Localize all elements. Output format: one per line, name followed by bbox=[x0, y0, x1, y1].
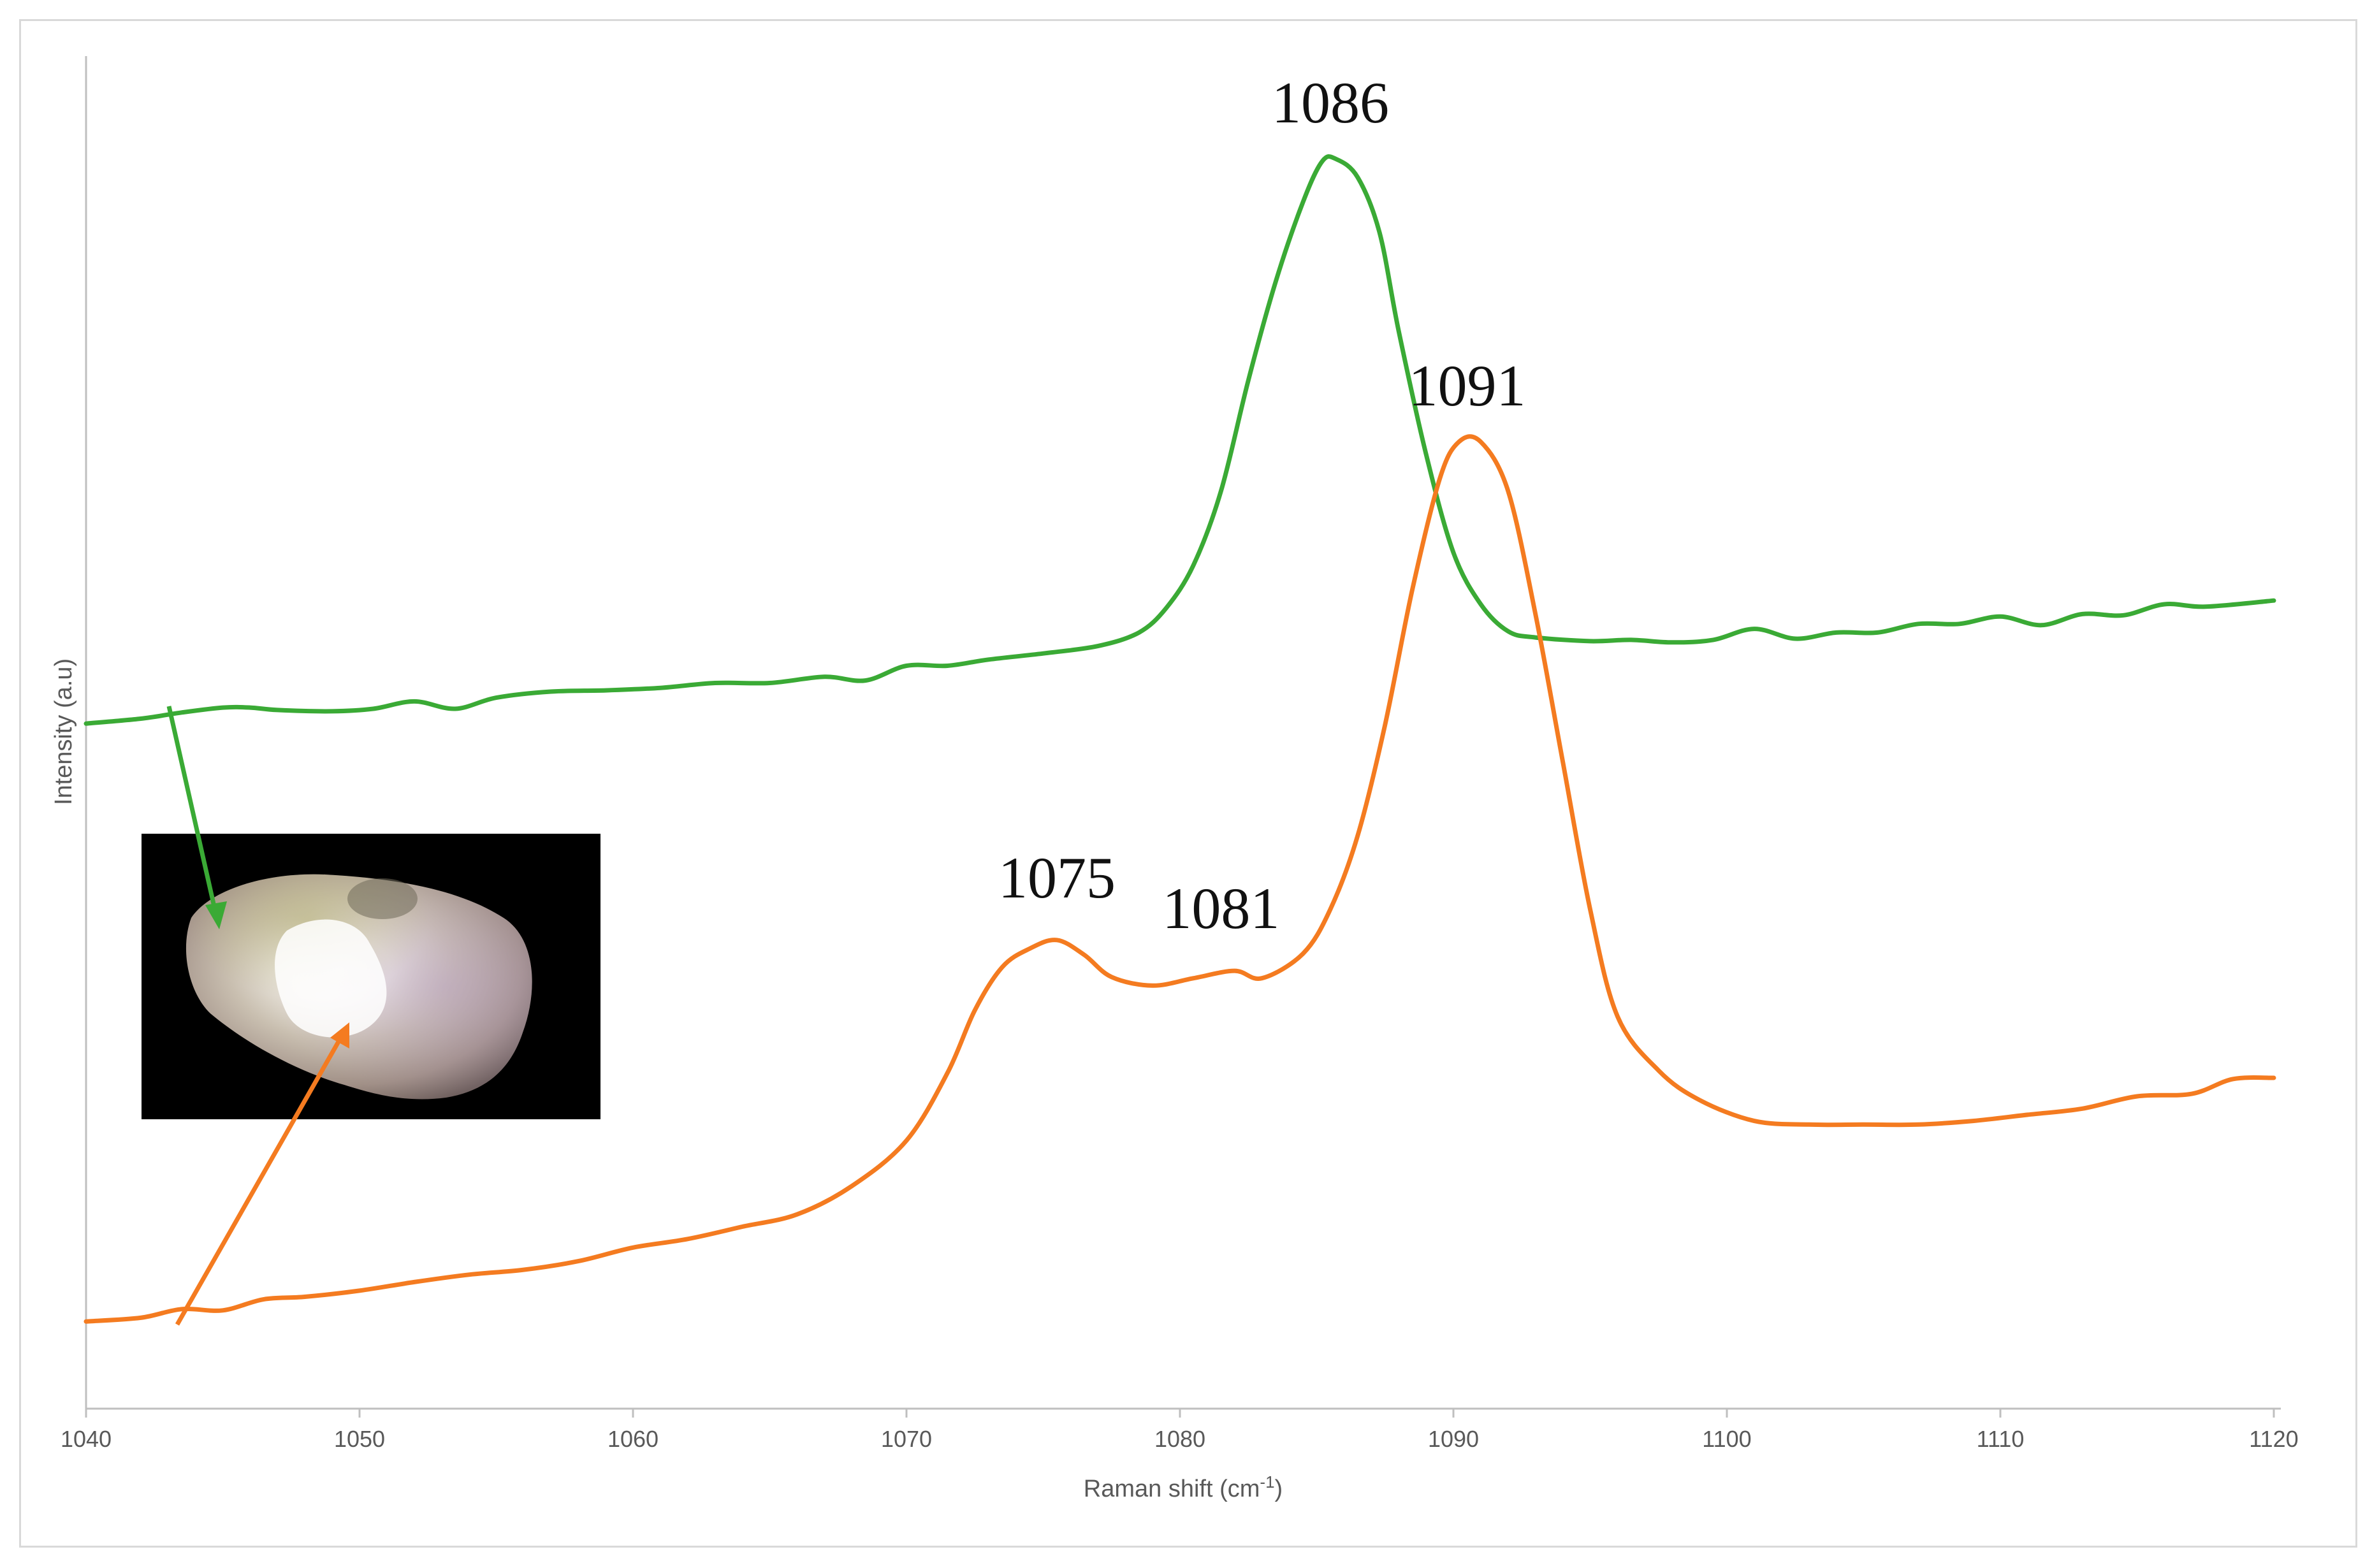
peak-annotations: 1086 1091 1075 1081 bbox=[998, 70, 1526, 941]
pearl-highlight bbox=[275, 919, 387, 1038]
x-tick-label: 1040 bbox=[61, 1426, 112, 1452]
x-tick-label: 1070 bbox=[881, 1426, 932, 1452]
orange-spectrum-line bbox=[84, 434, 2276, 1324]
peak-label-1091: 1091 bbox=[1408, 353, 1525, 418]
peak-label-1086: 1086 bbox=[1272, 70, 1389, 135]
green-spectrum-line bbox=[84, 154, 2276, 726]
peak-label-1075: 1075 bbox=[998, 845, 1116, 910]
x-tick-label: 1050 bbox=[334, 1426, 385, 1452]
pearl-photo-inset bbox=[142, 706, 600, 1326]
axes-group: 1040 1050 1060 1070 1080 1090 1100 1110 1120 bbox=[61, 56, 2299, 1452]
x-ticks bbox=[85, 1409, 2275, 1418]
x-tick-labels: 1040 1050 1060 1070 1080 1090 1100 1110 1120 bbox=[61, 1426, 2299, 1452]
x-tick-label: 1100 bbox=[1702, 1426, 1751, 1452]
x-tick-label: 1080 bbox=[1154, 1426, 1205, 1452]
orange-arrow-head bbox=[330, 1022, 349, 1049]
x-axis-title: Raman shift (cm-1) bbox=[1084, 1472, 1283, 1502]
x-tick-label: 1090 bbox=[1428, 1426, 1479, 1452]
y-axis-title: Intensity (a.u) bbox=[50, 658, 77, 805]
x-tick-label: 1110 bbox=[1977, 1426, 2025, 1452]
orange-arrow-shaft bbox=[175, 1033, 346, 1326]
x-tick-label: 1060 bbox=[607, 1426, 658, 1452]
series-group bbox=[84, 154, 2276, 1324]
x-tick-label: 1120 bbox=[2249, 1426, 2298, 1452]
pearl-dimple bbox=[347, 878, 418, 919]
figure-frame bbox=[19, 19, 2357, 1548]
peak-label-1081: 1081 bbox=[1162, 876, 1279, 941]
green-arrow-head bbox=[205, 901, 227, 929]
green-arrow-shaft bbox=[166, 706, 219, 918]
